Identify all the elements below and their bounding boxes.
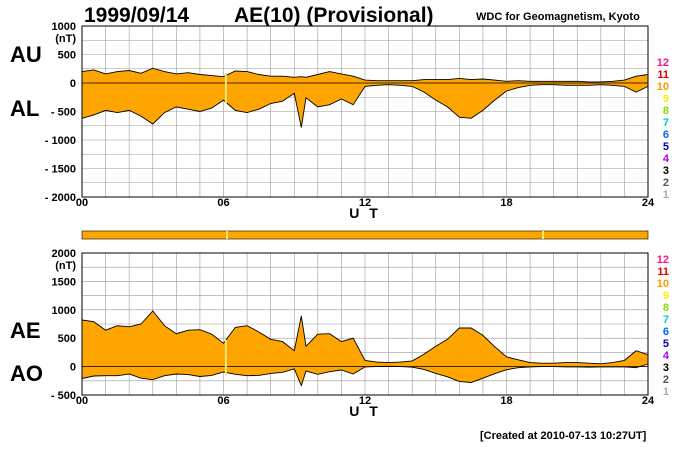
index-label-al: AL bbox=[10, 96, 39, 121]
x-axis-label: U T bbox=[349, 205, 381, 221]
station-count-label: 5 bbox=[663, 141, 669, 153]
x-tick-label: 18 bbox=[500, 197, 512, 209]
station-count-label: 5 bbox=[663, 338, 669, 350]
index-label-au: AU bbox=[10, 42, 42, 67]
station-count-label: 9 bbox=[663, 290, 669, 302]
station-count-label: 3 bbox=[663, 362, 669, 374]
station-count-label: 10 bbox=[657, 81, 669, 93]
y-tick-label: - 2000 bbox=[45, 192, 76, 204]
y-tick-label: - 500 bbox=[51, 107, 76, 119]
y-tick-label: 1000 bbox=[52, 21, 76, 33]
station-count-label: 8 bbox=[663, 105, 669, 117]
station-count-label: 4 bbox=[663, 153, 670, 165]
x-tick-label: 00 bbox=[76, 197, 88, 209]
y-tick-label: 500 bbox=[58, 333, 76, 345]
y-tick-label: 0 bbox=[70, 362, 76, 374]
index-label-ae: AE bbox=[10, 318, 41, 343]
plot-frame bbox=[81, 252, 649, 396]
y-tick-label: - 1000 bbox=[45, 135, 76, 147]
station-count-label: 2 bbox=[663, 177, 669, 189]
plot-frame bbox=[81, 25, 649, 198]
index-label-ao: AO bbox=[10, 361, 43, 386]
x-tick-label: 12 bbox=[359, 197, 371, 209]
station-count-label: 1 bbox=[663, 386, 669, 398]
y-tick-label: 2000 bbox=[52, 248, 76, 260]
ae-summary-strip bbox=[81, 230, 649, 240]
created-timestamp: [Created at 2010-07-13 10:27UT] bbox=[480, 430, 647, 442]
y-unit-label: (nT) bbox=[55, 33, 76, 45]
station-count-label: 12 bbox=[657, 254, 669, 266]
x-tick-label: 18 bbox=[500, 395, 512, 407]
series-line-au bbox=[81, 67, 649, 83]
series-line-ae bbox=[81, 310, 649, 365]
x-tick-label: 12 bbox=[359, 395, 371, 407]
plot-date: 1999/09/14 bbox=[84, 4, 190, 27]
station-count-label: 3 bbox=[663, 165, 669, 177]
station-count-label: 10 bbox=[657, 278, 669, 290]
plot-title: AE(10) (Provisional) bbox=[234, 4, 434, 27]
x-tick-label: 00 bbox=[76, 395, 88, 407]
station-count-label: 1 bbox=[663, 189, 669, 201]
station-count-label: 6 bbox=[663, 326, 669, 338]
y-tick-label: 1000 bbox=[52, 305, 76, 317]
summary-strip-marker bbox=[542, 231, 545, 239]
y-unit-label: (nT) bbox=[55, 260, 76, 272]
x-tick-label: 06 bbox=[217, 197, 229, 209]
station-count-label: 11 bbox=[657, 266, 669, 278]
station-count-label: 11 bbox=[657, 69, 669, 81]
station-count-label: 6 bbox=[663, 129, 669, 141]
station-count-label: 9 bbox=[663, 93, 669, 105]
y-tick-label: 0 bbox=[70, 78, 76, 90]
y-tick-label: 500 bbox=[58, 50, 76, 62]
station-count-label: 12 bbox=[657, 57, 669, 69]
y-tick-label: 1500 bbox=[52, 276, 76, 288]
station-count-label: 8 bbox=[663, 302, 669, 314]
data-source-label: WDC for Geomagnetism, Kyoto bbox=[476, 11, 640, 23]
station-count-label: 7 bbox=[663, 117, 669, 129]
y-tick-label: - 500 bbox=[51, 390, 76, 402]
station-count-label: 7 bbox=[663, 314, 669, 326]
x-tick-label: 24 bbox=[642, 395, 655, 407]
series-line-al bbox=[81, 84, 649, 128]
y-tick-label: - 1500 bbox=[45, 164, 76, 176]
x-tick-label: 24 bbox=[642, 197, 655, 209]
summary-strip-marker bbox=[226, 231, 229, 239]
x-axis-label: U T bbox=[349, 403, 381, 419]
station-count-label: 4 bbox=[663, 350, 670, 362]
station-count-label: 2 bbox=[663, 374, 669, 386]
x-tick-label: 06 bbox=[217, 395, 229, 407]
